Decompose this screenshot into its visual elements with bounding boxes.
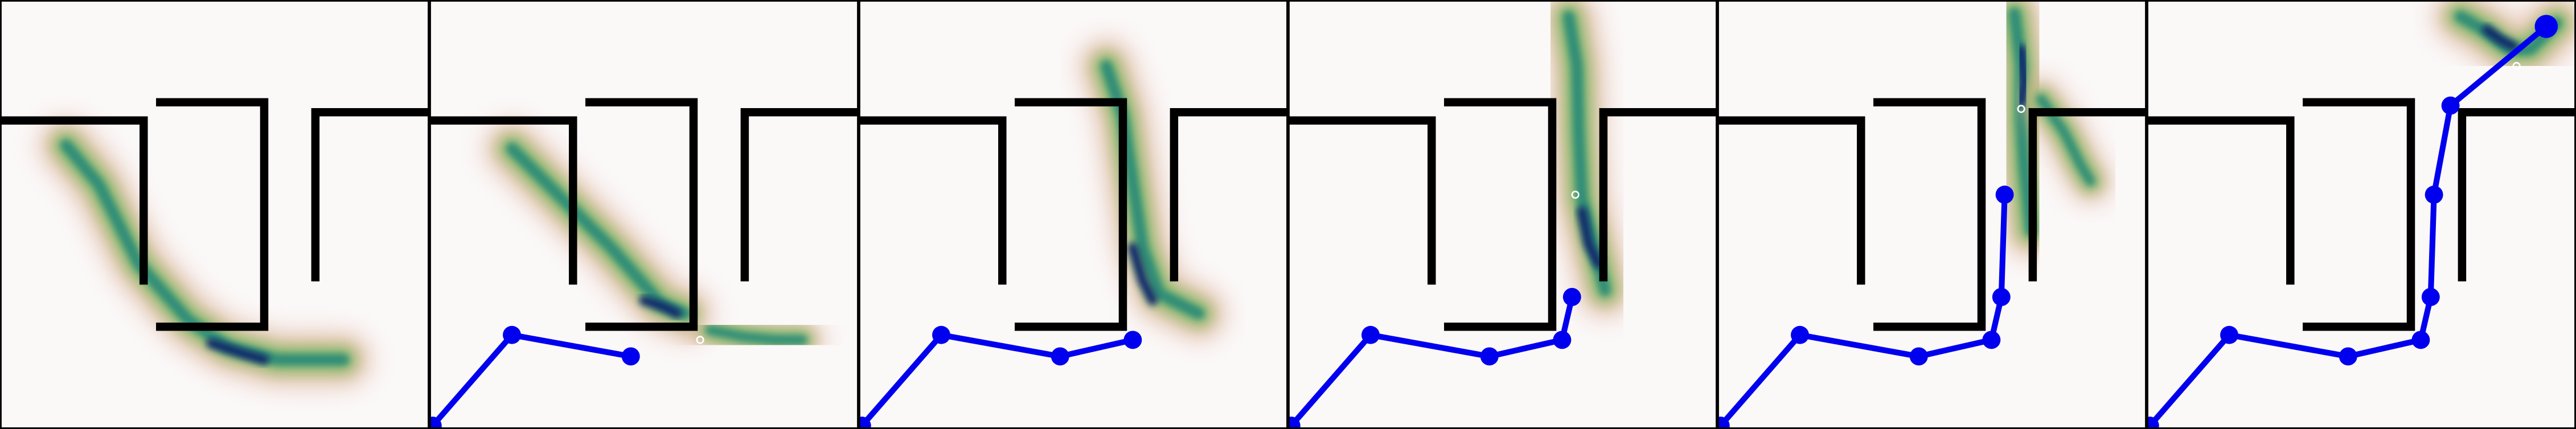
panel-2-canvas	[429, 0, 859, 429]
arm-joint-2	[2220, 326, 2238, 344]
arm-joint-4	[1982, 331, 2000, 349]
arm-joint-3	[1910, 347, 1928, 365]
panel-5-canvas	[1717, 0, 2147, 429]
arm-joint-3	[2339, 347, 2357, 365]
panel-6-canvas	[2147, 0, 2576, 429]
arm-joint-5	[1992, 288, 2011, 306]
panel-3	[859, 0, 1288, 429]
panel-5	[1717, 0, 2147, 429]
arm-joint-7	[2442, 97, 2460, 115]
arm-joint-4	[1553, 331, 1571, 349]
panel-background	[1288, 0, 1717, 429]
panel-4	[1288, 0, 1717, 429]
arm-joint-2	[932, 326, 950, 344]
panel-1-canvas	[0, 0, 429, 429]
arm-joint-4	[2411, 331, 2430, 349]
arm-joint-3	[622, 347, 640, 365]
arm-joint-4	[1123, 331, 1142, 349]
arm-joint-6	[2425, 185, 2443, 204]
arm-joint-3	[1480, 347, 1499, 365]
panel-background	[859, 0, 1288, 429]
panel-4-canvas	[1288, 0, 1717, 429]
arm-joint-2	[1791, 326, 1809, 344]
panel-background	[429, 0, 859, 429]
arm-joint-6	[1996, 185, 2014, 204]
arm-joint-3	[1051, 347, 1069, 365]
arm-joint-5	[2422, 288, 2440, 306]
panel-3-canvas	[859, 0, 1288, 429]
panel-2	[429, 0, 859, 429]
density-core	[2021, 50, 2025, 102]
panel-6	[2147, 0, 2576, 429]
panel-background	[1717, 0, 2147, 429]
arm-joint-5	[1563, 288, 1581, 306]
arm-joint-8	[2535, 15, 2558, 38]
arm-joint-2	[1361, 326, 1380, 344]
panel-1	[0, 0, 429, 429]
arm-joint-2	[503, 326, 521, 344]
